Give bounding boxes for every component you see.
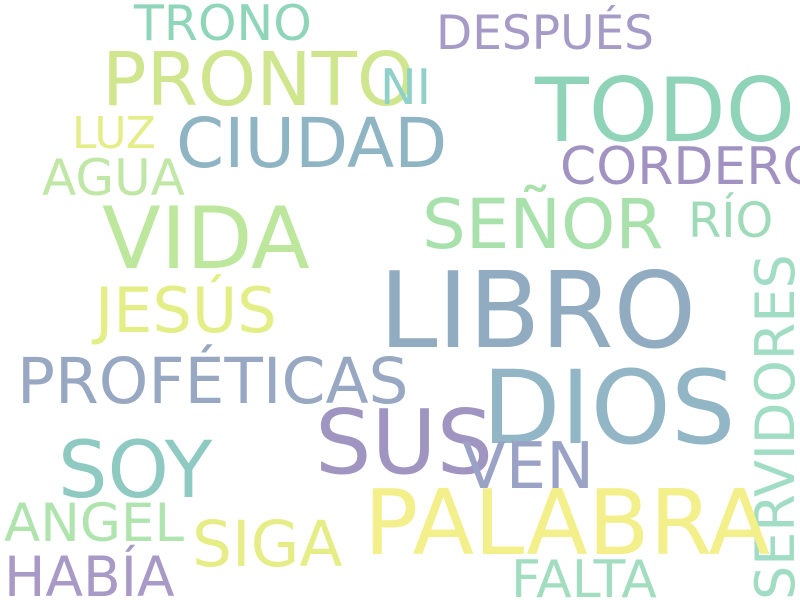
word-ven: VEN <box>462 430 595 504</box>
word-luz: LUZ <box>72 108 156 159</box>
word-falta: FALTA <box>511 550 657 600</box>
word-ni: NI <box>380 59 432 116</box>
word-angel: ANGEL <box>4 493 184 554</box>
word-pronto: PRONTO <box>102 37 416 123</box>
word-soy: SOY <box>58 426 213 516</box>
word-vida: VIDA <box>102 189 310 289</box>
word-ciudad: CIUDAD <box>176 104 448 184</box>
word-rio: RÍO <box>688 193 774 249</box>
word-siga: SIGA <box>192 508 343 581</box>
word-sus: SUS <box>315 390 494 494</box>
word-libro: LIBRO <box>379 250 697 372</box>
word-trono: TRONO <box>134 0 312 52</box>
word-dios: DIOS <box>482 349 736 468</box>
word-agua: AGUA <box>42 149 185 207</box>
word-habia: HABÍA <box>4 545 175 600</box>
word-despues: DESPUÉS <box>436 6 654 61</box>
word-cordero: CORDERO <box>560 137 800 197</box>
word-palabra: PALABRA <box>364 471 771 576</box>
word-profeticas: PROFÉTICAS <box>17 345 409 418</box>
word-jesus: JESÚS <box>95 274 277 347</box>
word-senor: SEÑOR <box>422 185 664 265</box>
word-todo: TODO <box>535 59 796 162</box>
